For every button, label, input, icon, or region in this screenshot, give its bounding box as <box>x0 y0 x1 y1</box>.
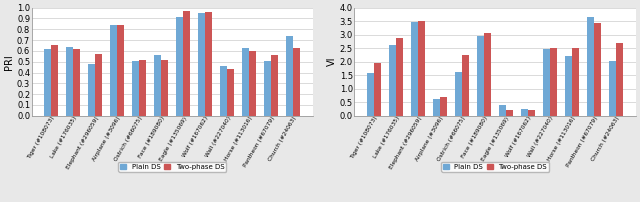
Bar <box>455 72 462 116</box>
Bar <box>616 43 623 116</box>
Bar <box>67 47 74 116</box>
Bar <box>418 21 425 116</box>
Bar <box>44 49 51 116</box>
Bar <box>227 69 234 116</box>
Bar <box>374 63 381 116</box>
Bar <box>609 61 616 116</box>
Bar <box>140 60 147 116</box>
Bar <box>433 99 440 116</box>
Bar <box>543 49 550 116</box>
Legend: Plain DS, Two-phase DS: Plain DS, Two-phase DS <box>441 162 549 172</box>
Bar <box>242 48 249 116</box>
Bar <box>205 12 212 116</box>
Bar <box>396 38 403 116</box>
Bar <box>117 25 124 116</box>
Bar <box>411 22 418 116</box>
Bar <box>367 73 374 116</box>
Bar <box>477 36 484 116</box>
Y-axis label: VI: VI <box>327 57 337 66</box>
Bar <box>220 66 227 116</box>
Bar <box>594 23 601 116</box>
Bar <box>440 97 447 116</box>
Bar <box>176 17 183 116</box>
Bar <box>249 51 256 116</box>
Bar <box>51 45 58 116</box>
Bar <box>183 11 190 116</box>
Bar <box>95 54 102 116</box>
Bar <box>565 56 572 116</box>
Bar <box>521 109 528 116</box>
Bar <box>271 55 278 116</box>
Bar <box>587 17 594 116</box>
Legend: Plain DS, Two-phase DS: Plain DS, Two-phase DS <box>118 162 227 172</box>
Bar <box>198 13 205 116</box>
Bar <box>154 55 161 116</box>
Bar <box>88 64 95 116</box>
Bar <box>572 48 579 116</box>
Bar <box>161 60 168 116</box>
Bar <box>293 48 300 116</box>
Bar <box>389 45 396 116</box>
Y-axis label: PRI: PRI <box>4 54 14 69</box>
Bar <box>286 36 293 116</box>
Bar <box>550 48 557 116</box>
Bar <box>74 49 81 116</box>
Bar <box>462 56 469 116</box>
Bar <box>264 61 271 116</box>
Bar <box>110 25 117 116</box>
Bar <box>499 105 506 116</box>
Bar <box>506 110 513 116</box>
Bar <box>484 33 491 116</box>
Bar <box>528 110 535 116</box>
Bar <box>132 61 140 116</box>
